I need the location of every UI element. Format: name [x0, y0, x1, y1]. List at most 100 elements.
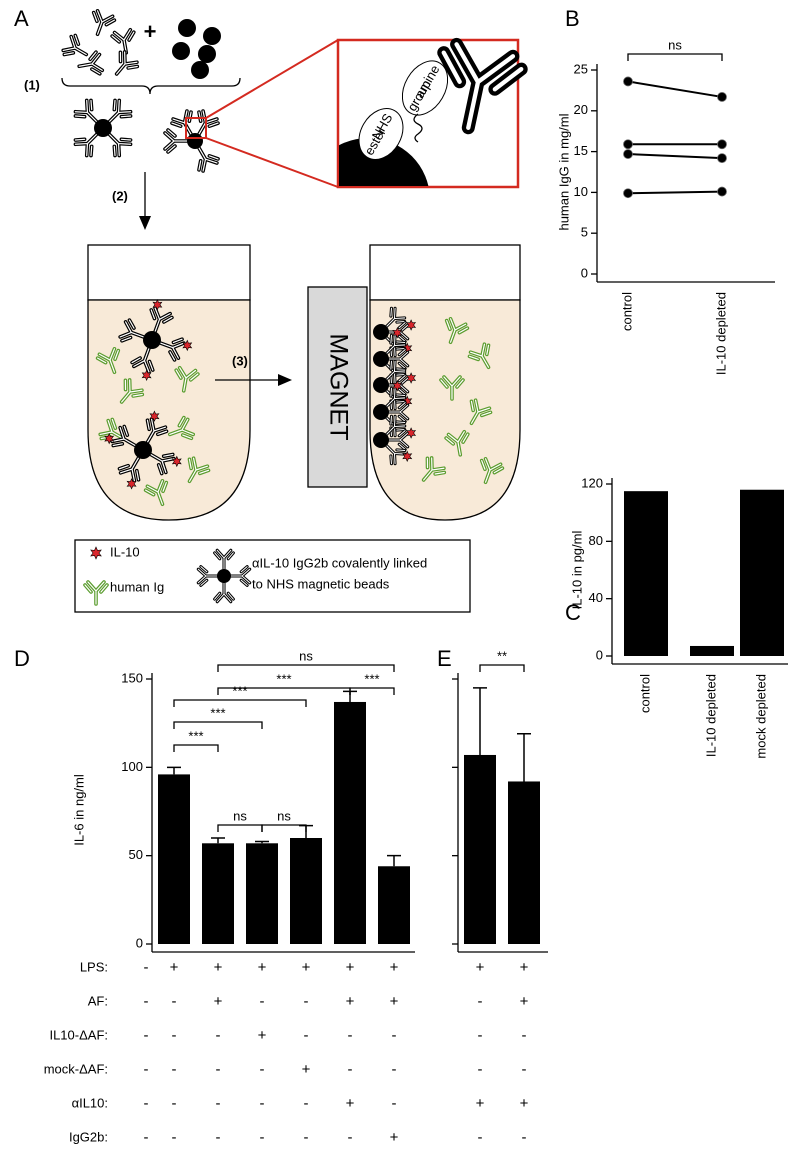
- il10-molecule: [402, 450, 413, 463]
- arrow-head: [139, 216, 151, 230]
- antibody: [85, 7, 118, 40]
- legend-label: IL-10: [110, 544, 140, 559]
- bar: [690, 645, 734, 656]
- bead: [373, 351, 389, 367]
- condition-sign: -: [304, 1095, 309, 1112]
- antibody: [75, 49, 105, 79]
- condition-sign: -: [392, 1095, 397, 1112]
- il10-molecule: [104, 432, 115, 445]
- condition-sign: -: [216, 1061, 221, 1078]
- condition-sign: -: [216, 1027, 221, 1044]
- il10-molecule: [182, 339, 193, 352]
- x-tick-label: IL-10 depleted: [703, 674, 718, 757]
- condition-sign: -: [522, 1129, 527, 1146]
- condition-sign: -: [144, 1027, 149, 1044]
- condition-sign: -: [172, 1095, 177, 1112]
- condition-sign: -: [260, 1095, 265, 1112]
- condition-sign: +: [520, 959, 529, 976]
- y-tick-label: 15: [574, 143, 588, 158]
- condition-sign: +: [170, 959, 179, 976]
- point: [717, 153, 727, 164]
- nhs-ester: [358, 108, 404, 160]
- il10-molecule: [171, 455, 182, 468]
- condition-sign: -: [478, 993, 483, 1010]
- condition-sign: -: [392, 1061, 397, 1078]
- y-tick-label: 25: [574, 61, 588, 76]
- y-tick-label: 50: [129, 847, 143, 862]
- condition-sign: +: [258, 1027, 267, 1044]
- bar: [508, 781, 540, 944]
- y-tick-label: 40: [589, 590, 603, 605]
- bead: [373, 404, 389, 420]
- y-tick-label: 100: [121, 759, 143, 774]
- condition-sign: -: [144, 993, 149, 1010]
- condition-sign: +: [214, 993, 223, 1010]
- significance-label: ***: [276, 671, 291, 686]
- condition-sign: -: [172, 1027, 177, 1044]
- tube-cap: [87, 244, 251, 301]
- condition-sign: -: [260, 1061, 265, 1078]
- legend-label: human Ig: [110, 579, 164, 594]
- point: [623, 188, 633, 199]
- significance-bracket: [261, 824, 307, 832]
- condition-sign: +: [346, 1095, 355, 1112]
- point: [623, 139, 633, 150]
- condition-sign: -: [172, 993, 177, 1010]
- bead: [373, 432, 389, 448]
- il10-molecule: [90, 546, 102, 560]
- condition-label: IgG2b:: [69, 1129, 108, 1144]
- legend-label: αIL-10 IgG2b covalently linked: [252, 555, 427, 570]
- significance-bracket: [349, 687, 395, 695]
- significance-bracket: [217, 824, 263, 832]
- significance-label: ns: [277, 808, 291, 823]
- significance-label: ***: [210, 705, 225, 720]
- bead: [134, 441, 152, 459]
- significance-bracket: [173, 721, 263, 729]
- condition-sign: +: [390, 959, 399, 976]
- condition-sign: -: [478, 1129, 483, 1146]
- bead: [373, 324, 389, 340]
- condition-sign: -: [348, 1061, 353, 1078]
- step-label: (3): [232, 353, 248, 368]
- legend-label: to NHS magnetic beads: [252, 576, 390, 591]
- error-bar: [167, 766, 181, 775]
- brace: [61, 77, 241, 95]
- error-bar: [255, 840, 269, 844]
- condition-sign: -: [392, 1027, 397, 1044]
- point: [623, 149, 633, 159]
- y-tick-label: 150: [121, 670, 143, 685]
- y-tick-label: 20: [574, 102, 588, 117]
- condition-sign: +: [302, 1061, 311, 1078]
- condition-sign: +: [390, 1129, 399, 1146]
- condition-sign: -: [478, 1027, 483, 1044]
- condition-sign: +: [214, 959, 223, 976]
- linker: [413, 113, 423, 143]
- magnet-label: MAGNET: [324, 334, 352, 441]
- bar: [378, 866, 410, 944]
- bead: [172, 42, 190, 60]
- il10-molecule: [406, 319, 417, 331]
- il10-molecule: [392, 380, 403, 392]
- tube: [87, 299, 251, 521]
- condition-sign: +: [258, 959, 267, 976]
- significance-bracket: [627, 53, 723, 61]
- condition-sign: +: [476, 1095, 485, 1112]
- il10-molecule: [152, 298, 163, 311]
- bar: [334, 701, 366, 944]
- significance-label: ns: [668, 37, 682, 52]
- il10-molecule: [126, 478, 137, 490]
- x-tick-label: mock depleted: [753, 674, 768, 759]
- condition-sign: -: [216, 1095, 221, 1112]
- y-tick-label: 80: [589, 533, 603, 548]
- legend-box: [74, 539, 471, 613]
- panel-label: A: [14, 6, 29, 31]
- significance-label: ***: [188, 728, 203, 743]
- condition-label: IL10-ΔAF:: [49, 1027, 108, 1042]
- y-tick-label: 10: [574, 184, 588, 199]
- panel-label: E: [437, 646, 452, 671]
- condition-sign: +: [302, 959, 311, 976]
- bead: [143, 331, 161, 349]
- condition-sign: -: [522, 1061, 527, 1078]
- condition-label: αIL10:: [72, 1095, 108, 1110]
- il10-molecule: [149, 410, 160, 422]
